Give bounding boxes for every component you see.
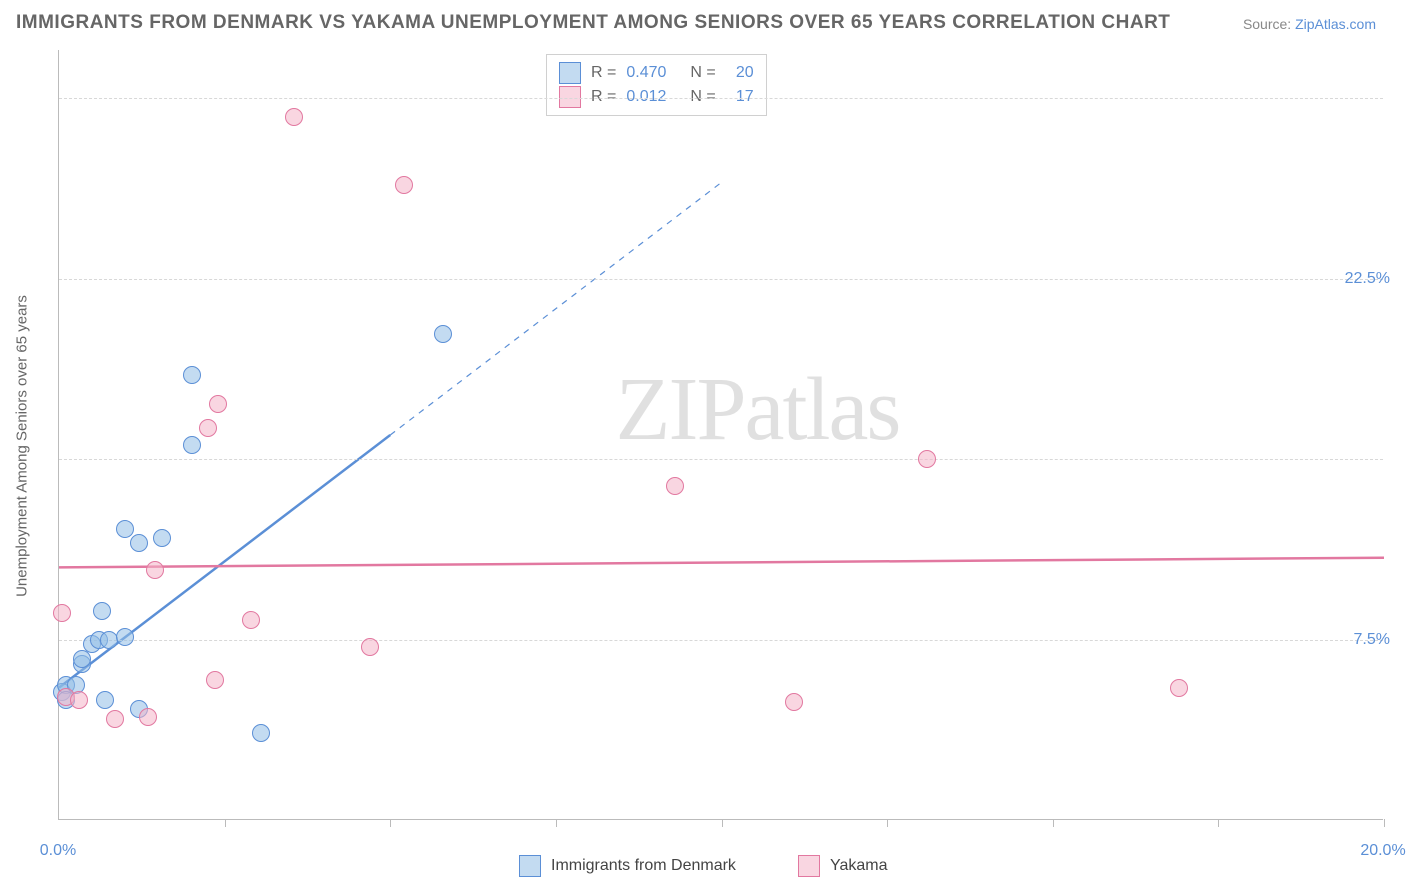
x-tick: [556, 819, 557, 827]
r-label: R =: [591, 64, 616, 82]
grid-line: [59, 459, 1383, 460]
trend-line: [59, 558, 1384, 568]
legend-swatch-2: [798, 855, 820, 877]
data-point-denmark: [96, 691, 114, 709]
data-point-denmark: [252, 724, 270, 742]
data-point-yakama: [70, 691, 88, 709]
x-tick: [1053, 819, 1054, 827]
legend-label-1: Immigrants from Denmark: [551, 857, 736, 875]
x-tick: [225, 819, 226, 827]
y-axis-label: Unemployment Among Seniors over 65 years: [14, 295, 31, 597]
data-point-yakama: [139, 708, 157, 726]
data-point-denmark: [130, 534, 148, 552]
plot-area: ZIPatlas R =0.470N =20R =0.012N =17: [58, 50, 1383, 820]
data-point-denmark: [100, 631, 118, 649]
y-tick-label: 22.5%: [1345, 270, 1390, 288]
x-tick: [722, 819, 723, 827]
data-point-yakama: [106, 710, 124, 728]
data-point-yakama: [361, 638, 379, 656]
source-prefix: Source:: [1243, 16, 1295, 32]
source-attribution: Source: ZipAtlas.com: [1243, 16, 1376, 32]
n-label: N =: [690, 64, 715, 82]
data-point-denmark: [116, 520, 134, 538]
x-tick: [1218, 819, 1219, 827]
legend-series-2: Yakama: [798, 855, 888, 877]
legend-label-2: Yakama: [830, 857, 888, 875]
chart-title: IMMIGRANTS FROM DENMARK VS YAKAMA UNEMPL…: [16, 12, 1170, 34]
data-point-yakama: [53, 604, 71, 622]
data-point-yakama: [242, 611, 260, 629]
grid-line: [59, 640, 1383, 641]
data-point-yakama: [918, 450, 936, 468]
legend-swatch-yakama: [559, 86, 581, 108]
trend-line: [390, 182, 721, 435]
data-point-denmark: [183, 366, 201, 384]
data-point-yakama: [146, 561, 164, 579]
data-point-yakama: [395, 176, 413, 194]
legend-swatch-denmark: [559, 62, 581, 84]
x-tick: [887, 819, 888, 827]
r-value: 0.470: [626, 64, 680, 82]
data-point-denmark: [183, 436, 201, 454]
data-point-yakama: [1170, 679, 1188, 697]
data-point-yakama: [206, 671, 224, 689]
n-value: 20: [726, 64, 754, 82]
x-tick: [390, 819, 391, 827]
y-tick-label: 7.5%: [1354, 631, 1390, 649]
grid-line: [59, 279, 1383, 280]
data-point-yakama: [199, 419, 217, 437]
data-point-yakama: [209, 395, 227, 413]
n-value: 17: [726, 88, 754, 106]
legend-correlation-box: R = 0.470 N = 20 R = 0.012 N = 17: [546, 54, 767, 116]
r-label: R =: [591, 88, 616, 106]
n-label: N =: [690, 88, 715, 106]
data-point-denmark: [434, 325, 452, 343]
x-tick: [1384, 819, 1385, 827]
data-point-yakama: [785, 693, 803, 711]
trend-line: [59, 435, 390, 688]
legend-swatch-1: [519, 855, 541, 877]
legend-corr-row-denmark: R = 0.470 N = 20: [559, 61, 754, 85]
data-point-yakama: [285, 108, 303, 126]
grid-line: [59, 98, 1383, 99]
data-point-denmark: [116, 628, 134, 646]
data-point-denmark: [153, 529, 171, 547]
x-tick-label: 0.0%: [40, 842, 76, 860]
legend-series-1: Immigrants from Denmark: [519, 855, 736, 877]
source-link[interactable]: ZipAtlas.com: [1295, 16, 1376, 32]
data-point-denmark: [93, 602, 111, 620]
data-point-yakama: [666, 477, 684, 495]
x-tick-label: 20.0%: [1360, 842, 1405, 860]
legend-corr-row-yakama: R = 0.012 N = 17: [559, 85, 754, 109]
r-value: 0.012: [626, 88, 680, 106]
trend-lines: [59, 50, 1383, 819]
